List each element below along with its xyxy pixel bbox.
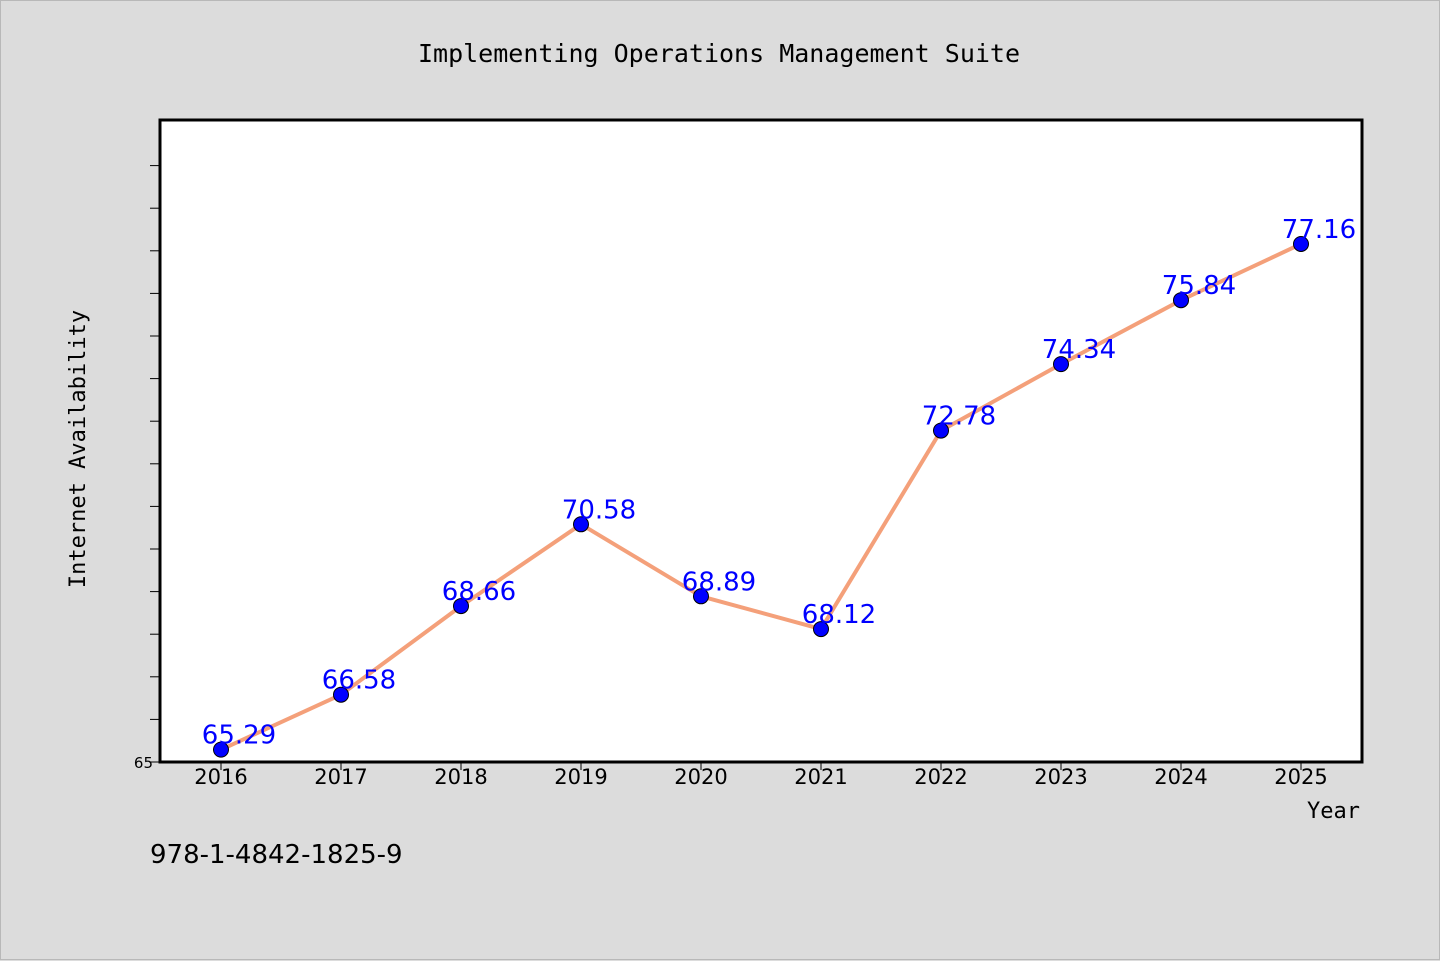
x-tick-label: 2025 bbox=[1274, 765, 1327, 789]
data-point bbox=[1293, 235, 1309, 252]
y-axis-title: Internet Availability bbox=[66, 310, 91, 588]
data-label: 75.84 bbox=[1162, 271, 1236, 301]
data-label: 77.16 bbox=[1282, 215, 1356, 245]
data-point bbox=[933, 422, 949, 439]
isbn-label: 978-1-4842-1825-9 bbox=[150, 840, 403, 870]
y-axis-ticks: 65 bbox=[134, 165, 160, 772]
x-tick-label: 2020 bbox=[674, 765, 727, 789]
data-point bbox=[1173, 292, 1189, 309]
data-point bbox=[573, 516, 589, 533]
data-label: 65.29 bbox=[202, 721, 276, 751]
y-tick-label: 65 bbox=[134, 754, 153, 772]
data-label: 70.58 bbox=[562, 495, 636, 525]
data-point bbox=[333, 686, 349, 703]
data-label: 66.58 bbox=[322, 666, 396, 696]
x-tick-label: 2021 bbox=[794, 765, 847, 789]
x-axis-title: Year bbox=[1307, 799, 1360, 824]
x-tick-label: 2016 bbox=[194, 765, 247, 789]
x-tick-label: 2022 bbox=[914, 765, 967, 789]
x-axis-ticks: 2016 2017 2018 2019 2020 2021 2022 2023 2024 2025 bbox=[194, 762, 1328, 789]
data-point bbox=[213, 741, 229, 758]
x-tick-label: 2023 bbox=[1034, 765, 1087, 789]
data-label: 68.89 bbox=[682, 567, 756, 597]
chart-title: Implementing Operations Management Suite bbox=[418, 39, 1020, 68]
x-tick-label: 2017 bbox=[314, 765, 367, 789]
x-tick-label: 2024 bbox=[1154, 765, 1207, 789]
series-line bbox=[219, 241, 1303, 752]
data-labels: 65.29 66.58 68.66 70.58 68.89 68.12 72.78 74.34… bbox=[202, 215, 1356, 751]
data-point bbox=[813, 621, 829, 638]
plot-area bbox=[158, 118, 1364, 764]
data-label: 74.34 bbox=[1042, 335, 1116, 365]
data-label: 72.78 bbox=[922, 402, 996, 432]
data-label: 68.12 bbox=[802, 600, 876, 630]
data-label: 68.66 bbox=[442, 577, 516, 607]
data-point bbox=[1053, 356, 1069, 373]
series-markers bbox=[213, 235, 1309, 758]
x-tick-label: 2019 bbox=[554, 765, 607, 789]
x-tick-label: 2018 bbox=[434, 765, 487, 789]
data-point bbox=[453, 598, 469, 615]
data-point bbox=[693, 588, 709, 605]
